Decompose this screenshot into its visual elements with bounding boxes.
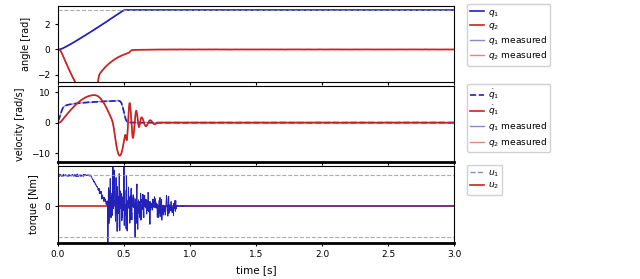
X-axis label: time [s]: time [s] — [236, 265, 276, 275]
Legend: $q_1$, $q_2$, $q_1$ measured, $q_2$ measured: $q_1$, $q_2$, $q_1$ measured, $q_2$ meas… — [467, 4, 550, 66]
Y-axis label: angle [rad]: angle [rad] — [21, 17, 31, 71]
Legend: $\dot{q}_1$, $\dot{q}_1$, $q_1$ measured, $q_2$ measured: $\dot{q}_1$, $\dot{q}_1$, $q_1$ measured… — [467, 84, 550, 152]
Y-axis label: torque [Nm]: torque [Nm] — [29, 175, 38, 234]
Legend: $u_1$, $u_2$: $u_1$, $u_2$ — [467, 165, 502, 195]
Y-axis label: velocity [rad/s]: velocity [rad/s] — [15, 87, 26, 161]
